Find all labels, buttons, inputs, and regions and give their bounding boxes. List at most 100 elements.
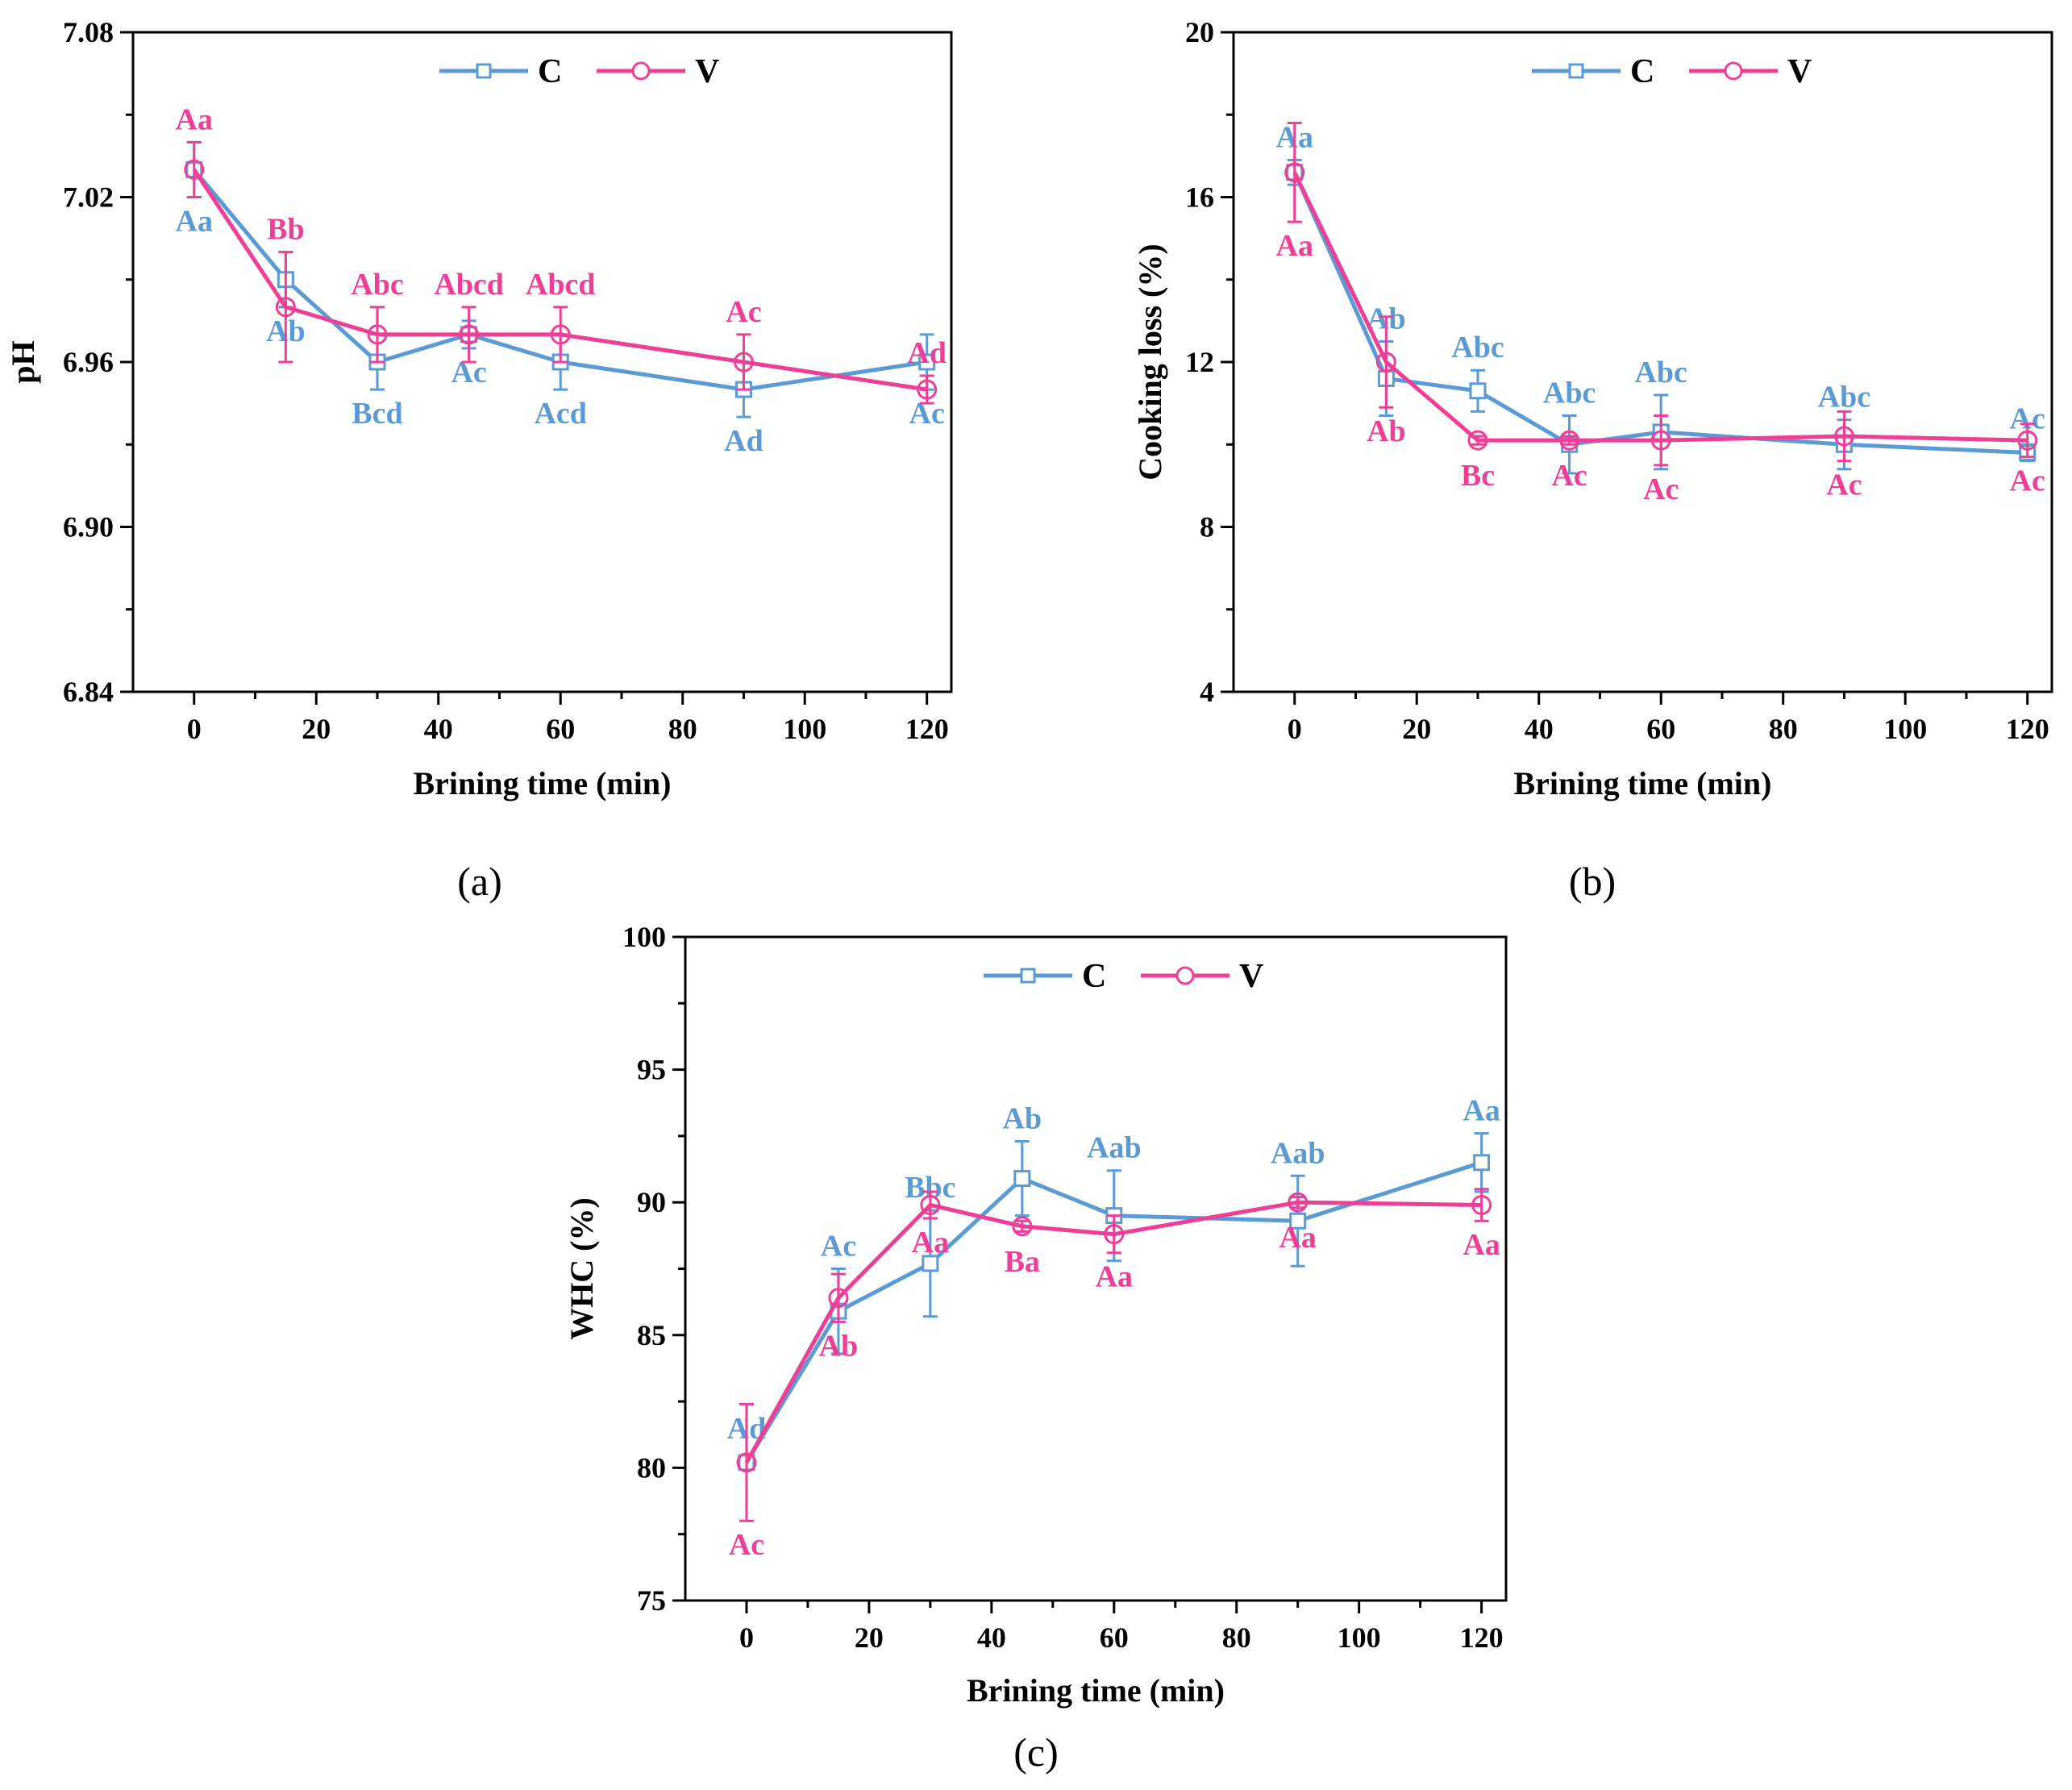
legend-square-marker bbox=[476, 63, 492, 79]
y-tick-label: 95 bbox=[637, 1054, 666, 1086]
significance-label: Acd bbox=[534, 397, 586, 431]
data-point-circle bbox=[917, 379, 938, 400]
significance-label: Aa bbox=[176, 205, 213, 239]
data-point-circle bbox=[275, 297, 296, 318]
legend-label: V bbox=[1787, 53, 1812, 90]
x-tick-label: 100 bbox=[783, 713, 826, 745]
significance-label: Aa bbox=[1462, 1094, 1500, 1128]
significance-label: Abcd bbox=[434, 268, 504, 302]
significance-label: Abc bbox=[1543, 376, 1596, 410]
data-point-square bbox=[1289, 1212, 1307, 1230]
significance-label: Ac bbox=[1551, 459, 1587, 493]
legend-circle-marker bbox=[1724, 61, 1743, 81]
x-tick-label: 20 bbox=[302, 713, 331, 745]
data-point-circle bbox=[1467, 430, 1488, 451]
x-tick-label: 40 bbox=[424, 713, 453, 745]
y-tick-label: 6.90 bbox=[63, 511, 114, 543]
y-tick-label: 7.02 bbox=[63, 181, 114, 214]
significance-label: Bb bbox=[267, 213, 304, 247]
legend-item-V: V bbox=[1141, 958, 1263, 995]
significance-label: Bc bbox=[1461, 459, 1495, 493]
significance-label: Aa bbox=[912, 1226, 949, 1259]
chart-panel-a: 0 20 40 60 80 100 120 6.84 6.90 6.96 7.02 7.08 Brini… bbox=[5, 16, 953, 904]
legend-label: C bbox=[1630, 53, 1654, 90]
data-point-circle bbox=[2017, 430, 2038, 451]
significance-label: Ac bbox=[726, 295, 761, 329]
legend-item-C: C bbox=[1532, 53, 1654, 90]
data-point-circle bbox=[920, 1194, 941, 1215]
data-point-circle bbox=[1650, 430, 1671, 451]
significance-label: Abc bbox=[1451, 331, 1504, 364]
significance-label: Aa bbox=[1462, 1228, 1500, 1262]
y-tick-label: 80 bbox=[637, 1451, 666, 1484]
significance-label: Abcd bbox=[526, 268, 596, 302]
y-tick-label: 20 bbox=[1185, 16, 1214, 48]
x-axis-label: Brining time (min) bbox=[967, 1672, 1225, 1709]
x-tick-label: 40 bbox=[977, 1621, 1006, 1654]
significance-label: Abc bbox=[1818, 381, 1870, 414]
significance-label: Ac bbox=[729, 1528, 764, 1562]
significance-label: Ac bbox=[1643, 472, 1679, 506]
x-tick-label: 20 bbox=[1402, 713, 1431, 745]
data-point-circle bbox=[184, 159, 205, 180]
y-axis-label: WHC (%) bbox=[564, 1197, 600, 1340]
y-tick-label: 90 bbox=[637, 1186, 666, 1218]
y-axis-label: pH bbox=[5, 340, 41, 383]
x-tick-label: 60 bbox=[546, 713, 575, 745]
significance-label: Aa bbox=[1279, 1221, 1316, 1255]
data-point-circle bbox=[1833, 426, 1854, 447]
data-point-circle bbox=[459, 324, 480, 345]
y-tick-label: 4 bbox=[1200, 676, 1214, 708]
legend-circle-marker bbox=[1175, 966, 1195, 985]
data-point-square bbox=[922, 1255, 939, 1272]
series-V: Ac Ab Aa Ba Aa Aa Aa bbox=[729, 1188, 1500, 1562]
y-tick-label: 7.08 bbox=[63, 16, 114, 48]
x-axis-label: Brining time (min) bbox=[414, 765, 672, 801]
x-tick-label: 120 bbox=[1460, 1621, 1504, 1654]
panel-label: (c) bbox=[1013, 1730, 1059, 1775]
y-tick-label: 16 bbox=[1185, 181, 1214, 214]
significance-label: Bcd bbox=[352, 397, 402, 431]
significance-label: Ad bbox=[724, 424, 763, 458]
data-point-circle bbox=[367, 324, 388, 345]
significance-label: Ad bbox=[907, 336, 947, 370]
y-tick-label: 6.96 bbox=[63, 346, 114, 378]
legend-circle-marker bbox=[631, 61, 651, 81]
x-tick-label: 20 bbox=[855, 1621, 884, 1654]
data-point-circle bbox=[733, 352, 754, 373]
panel-label: (a) bbox=[457, 859, 502, 904]
plot-frame bbox=[131, 31, 953, 693]
legend-item-V: V bbox=[597, 53, 719, 90]
significance-label: Ab bbox=[1003, 1101, 1042, 1135]
y-tick-label: 75 bbox=[637, 1584, 666, 1617]
series-V: Aa Ab Bc Ac Ac Ac Ac bbox=[1276, 121, 2045, 506]
legend-item-C: C bbox=[984, 958, 1106, 995]
significance-label: Ab bbox=[819, 1329, 859, 1363]
x-tick-label: 120 bbox=[2006, 713, 2049, 745]
x-tick-label: 100 bbox=[1338, 1621, 1381, 1654]
y-tick-label: 12 bbox=[1185, 346, 1214, 378]
y-tick-label: 100 bbox=[622, 921, 666, 953]
x-tick-label: 0 bbox=[187, 713, 202, 745]
series-V: Aa Bb Abc Abcd Abcd Ac Ad bbox=[176, 102, 947, 405]
x-tick-label: 80 bbox=[668, 713, 697, 745]
significance-label: Ac bbox=[1826, 468, 1862, 502]
significance-label: Abc bbox=[1634, 356, 1687, 389]
x-tick-label: 40 bbox=[1525, 713, 1554, 745]
significance-label: Aa bbox=[1276, 229, 1313, 263]
significance-label: Aab bbox=[1271, 1136, 1325, 1170]
chart-panel-c: 0 20 40 60 80 100 120 75 80 85 90 95 100 Brining time… bbox=[564, 921, 1508, 1775]
significance-label: Aab bbox=[1087, 1131, 1142, 1165]
data-point-circle bbox=[1012, 1216, 1033, 1237]
data-point-circle bbox=[550, 324, 571, 345]
y-tick-label: 6.84 bbox=[63, 676, 114, 708]
significance-label: Ba bbox=[1005, 1245, 1040, 1279]
data-point-circle bbox=[1284, 162, 1305, 183]
legend-square-marker bbox=[1020, 968, 1036, 984]
significance-label: Ab bbox=[1367, 414, 1406, 448]
legend-label: V bbox=[695, 53, 719, 90]
data-point-circle bbox=[1104, 1224, 1125, 1245]
data-point-square bbox=[1473, 1154, 1491, 1172]
x-tick-label: 0 bbox=[739, 1621, 754, 1654]
data-point-square bbox=[918, 353, 936, 371]
